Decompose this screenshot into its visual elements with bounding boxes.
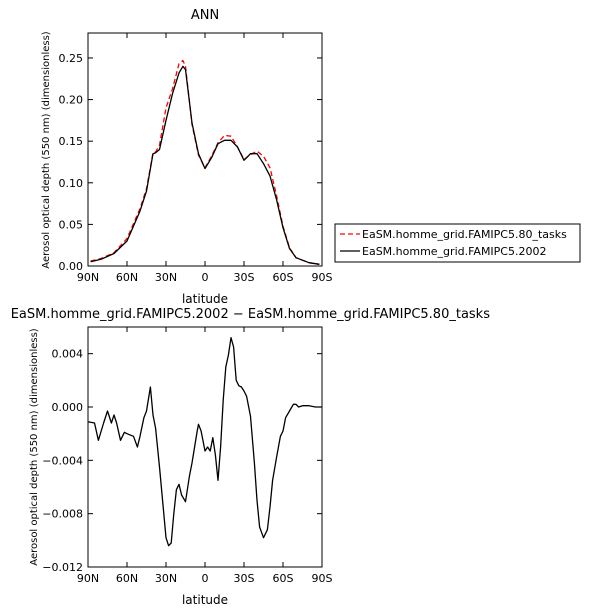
bottom-y-tick-label: −0.004 [42,454,83,467]
top-x-tick-label: 90S [312,271,333,284]
top-chart-title: ANN [191,8,219,23]
top-series-lines [90,59,320,265]
bottom-x-tick-label: 30N [155,572,177,585]
bottom-x-axis-label: latitude [182,593,228,607]
top-x-tick-label: 90N [77,271,99,284]
top-series-line-1 [90,65,320,265]
top-y-tick-label: 0.10 [59,177,84,190]
bottom-chart-title: EaSM.homme_grid.FAMIPC5.2002 − EaSM.homm… [11,307,491,322]
bottom-y-tick-label: −0.012 [42,561,83,574]
legend-box [334,223,581,263]
top-x-tick-label: 60S [273,271,294,284]
top-x-tick-label: 30N [155,271,177,284]
top-y-tick-label: 0.05 [59,218,84,231]
bottom-series-line-0 [87,337,322,547]
bottom-x-tick-label: 90N [77,572,99,585]
bottom-x-tick-label: 60S [273,572,294,585]
top-plot-frame [87,32,323,267]
top-panel: ANN 0.00 0.05 0.10 0.15 0.20 0.25 90N 60N 30N 0 3… [41,8,581,306]
bottom-series-lines [87,337,322,547]
top-x-tick-label: 60N [116,271,138,284]
top-x-tick-label: 30S [234,271,255,284]
bottom-y-tick-label: 0.004 [52,348,84,361]
top-x-axis: 90N 60N 30N 0 30S 60S 90S [77,33,333,284]
top-x-tick-label: 0 [202,271,209,284]
top-y-tick-label: 0.15 [59,135,84,148]
top-x-axis-label: latitude [182,292,228,306]
bottom-x-tick-label: 60N [116,572,138,585]
legend: EaSM.homme_grid.FAMIPC5.80_tasks EaSM.ho… [334,223,581,263]
legend-label-80-tasks: EaSM.homme_grid.FAMIPC5.80_tasks [362,228,567,241]
legend-label-2002: EaSM.homme_grid.FAMIPC5.2002 [362,245,546,258]
bottom-y-tick-label: −0.008 [42,508,83,521]
bottom-y-tick-label: 0.000 [52,401,84,414]
top-y-tick-label: 0.20 [59,94,84,107]
bottom-x-tick-label: 90S [312,572,333,585]
bottom-panel: EaSM.homme_grid.FAMIPC5.2002 − EaSM.homm… [11,307,491,607]
bottom-x-tick-label: 30S [234,572,255,585]
top-y-axis-label: Aerosol optical depth (550 nm) (dimensio… [41,31,52,269]
bottom-y-axis-label: Aerosol optical depth (550 nm) (dimensio… [29,328,40,566]
top-y-axis: 0.00 0.05 0.10 0.15 0.20 0.25 [59,52,322,273]
top-y-tick-label: 0.25 [59,52,84,65]
top-y-tick-label: 0.00 [59,260,84,273]
bottom-x-tick-label: 0 [202,572,209,585]
bottom-plot-frame [87,326,323,568]
bottom-x-axis: 90N 60N 30N 0 30S 60S 90S [77,327,333,585]
bottom-y-axis: −0.012 −0.008 −0.004 0.000 0.004 [42,348,322,574]
